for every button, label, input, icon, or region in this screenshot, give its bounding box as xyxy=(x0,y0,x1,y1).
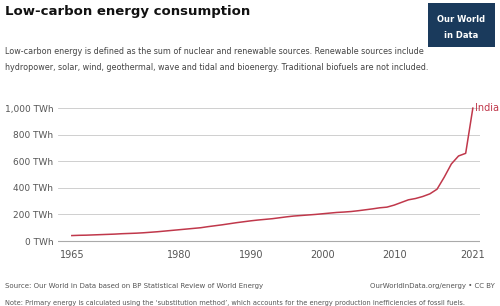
Text: Low-carbon energy is defined as the sum of nuclear and renewable sources. Renewa: Low-carbon energy is defined as the sum … xyxy=(5,47,424,56)
Text: hydropower, solar, wind, geothermal, wave and tidal and bioenergy. Traditional b: hydropower, solar, wind, geothermal, wav… xyxy=(5,63,428,72)
Text: Our World: Our World xyxy=(437,15,486,24)
Text: OurWorldInData.org/energy • CC BY: OurWorldInData.org/energy • CC BY xyxy=(370,283,495,289)
Text: in Data: in Data xyxy=(444,31,478,39)
Text: Source: Our World in Data based on BP Statistical Review of World Energy: Source: Our World in Data based on BP St… xyxy=(5,283,263,289)
Text: Low-carbon energy consumption: Low-carbon energy consumption xyxy=(5,5,250,17)
Text: Note: Primary energy is calculated using the ‘substitution method’, which accoun: Note: Primary energy is calculated using… xyxy=(5,300,465,306)
Text: India: India xyxy=(475,103,499,113)
